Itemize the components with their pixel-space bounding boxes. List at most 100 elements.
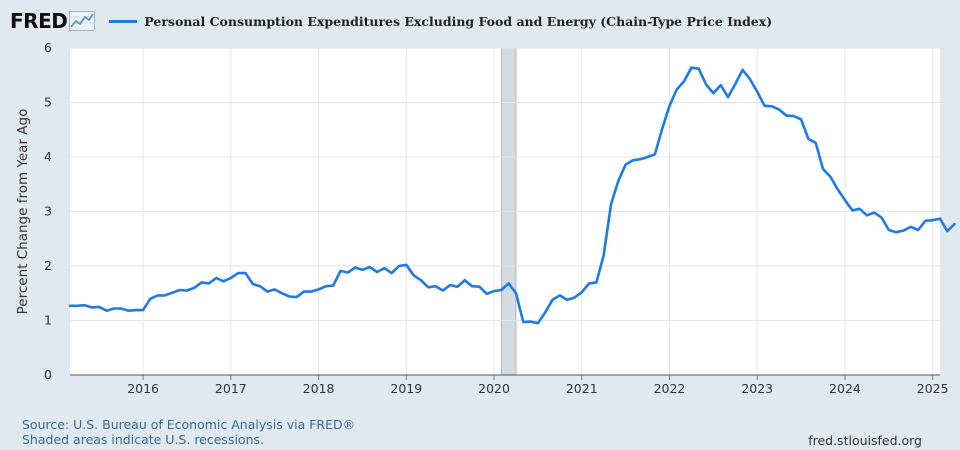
data-point [771,105,774,108]
data-point [646,156,649,159]
y-tick-label: 4 [44,149,52,164]
data-point [98,306,101,309]
data-point [398,265,401,268]
data-point [888,229,891,232]
data-point [610,203,613,206]
data-point [727,96,730,99]
y-tick-label: 2 [44,258,52,273]
y-tick-label: 0 [44,367,52,382]
data-point [120,307,123,310]
fred-logo-graph-icon [69,11,96,31]
data-point [266,290,269,293]
y-tick-label: 3 [44,204,52,219]
data-point [719,84,722,87]
y-tick-label: 1 [44,313,52,328]
data-point [785,114,788,117]
data-point [909,225,912,228]
data-point [91,306,94,309]
data-point [405,264,408,267]
legend-series-title: Personal Consumption Expenditures Exclud… [144,13,773,29]
site-link[interactable]: fred.stlouisfed.org [808,433,922,448]
data-point [76,304,79,307]
data-point [485,292,488,295]
x-tick-label: 2016 [127,381,159,396]
data-point [624,163,627,166]
data-point [778,108,781,111]
fred-logo[interactable]: FRED [10,9,96,33]
data-point [273,288,276,291]
data-point [317,288,320,291]
data-point [471,285,474,288]
data-point [332,284,335,287]
data-point [712,92,715,95]
data-point [668,104,671,107]
data-point [654,153,657,156]
data-point [676,88,679,91]
data-point [522,321,525,324]
data-point [456,285,459,288]
data-point [741,69,744,72]
x-tick-label: 2022 [654,381,686,396]
data-point [164,294,167,297]
data-point [149,297,152,300]
data-point [171,291,174,294]
data-point [829,175,832,178]
data-point [844,199,847,202]
data-point [756,90,759,93]
data-point [442,289,445,292]
data-point [339,270,342,273]
y-tick-label: 5 [44,95,52,110]
data-point [259,285,262,288]
data-point [573,296,576,299]
data-point [105,309,108,312]
series-line [68,66,956,325]
data-point [632,159,635,162]
data-point [361,269,364,272]
data-point [639,158,642,161]
data-point [493,290,496,293]
data-point [858,207,861,210]
data-point [222,280,225,283]
data-point [507,282,510,285]
x-tick-label: 2024 [829,381,861,396]
data-point [697,67,700,70]
data-point [953,223,956,226]
data-point [412,274,415,277]
x-tick-label: 2019 [390,381,422,396]
footer-notes: Source: U.S. Bureau of Economic Analysis… [22,417,355,447]
x-tick-label: 2017 [215,381,247,396]
data-point [215,277,218,280]
data-point [749,78,752,81]
data-point [478,285,481,288]
legend: Personal Consumption Expenditures Exclud… [109,14,772,29]
data-point [566,298,569,301]
data-point [83,304,86,307]
x-tick-label: 2021 [566,381,598,396]
data-point [683,80,686,83]
fred-logo-text: FRED [10,9,68,33]
data-point [347,271,350,274]
data-point [588,282,591,285]
data-point [595,281,598,284]
x-tick-label: 2025 [917,381,949,396]
data-point [500,289,503,292]
data-point [924,219,927,222]
source-note: Source: U.S. Bureau of Economic Analysis… [22,417,356,432]
data-point [902,229,905,232]
data-point [449,284,452,287]
data-point [537,322,540,325]
data-point [142,309,145,312]
data-point [295,296,298,299]
data-point [200,281,203,284]
data-point [836,188,839,191]
data-point [939,217,942,220]
x-tick-label: 2018 [303,381,335,396]
data-point [127,309,130,312]
y-axis-label: Percent Change from Year Ago [15,109,31,315]
data-point [529,320,532,323]
data-point [354,266,357,269]
data-point [390,272,393,275]
data-point [463,279,466,282]
data-point [113,307,116,310]
